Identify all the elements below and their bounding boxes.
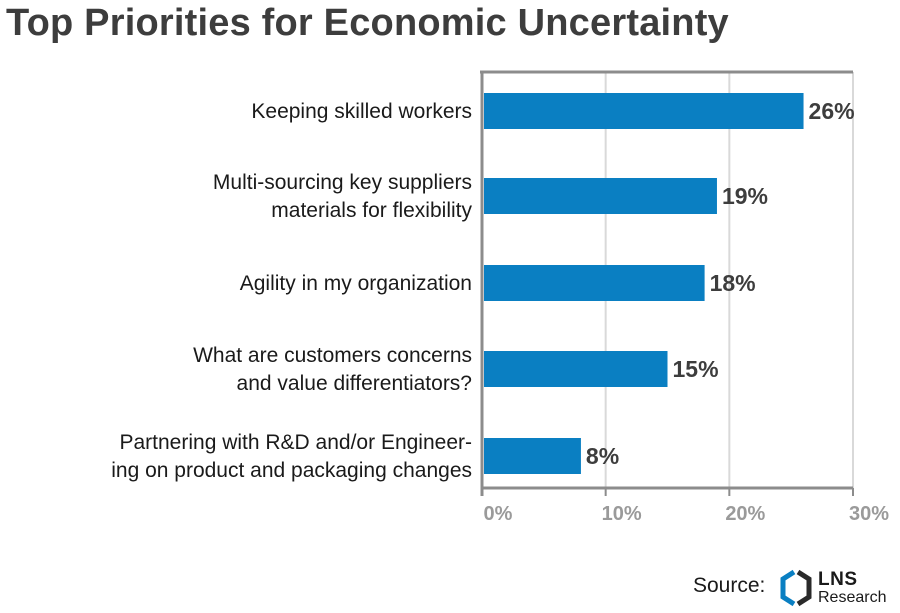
labels: 0% 10% 20% 30% 26% Keeping skilled workers 19%…	[111, 98, 889, 525]
bar-chart: 0% 10% 20% 30% 26% Keeping skilled workers 19%…	[111, 70, 889, 525]
chart-title: Top Priorities for Economic Uncertainty	[6, 2, 729, 44]
bar	[484, 93, 804, 129]
lns-research-logo: LNS Research	[778, 569, 898, 609]
data-label: 26%	[809, 98, 855, 124]
bar	[484, 438, 581, 474]
bar	[484, 265, 705, 301]
bars	[484, 93, 804, 474]
category-label: Keeping skilled workers	[251, 100, 472, 123]
data-label: 15%	[673, 356, 719, 382]
lns-hexagon-icon	[780, 569, 812, 607]
logo-sub: Research	[818, 589, 887, 606]
category-label: and value differentiators?	[237, 372, 472, 395]
category-label: Agility in my organization	[240, 272, 472, 295]
data-label: 18%	[710, 270, 756, 296]
category-label: What are customers concerns	[193, 344, 472, 367]
x-tick-label: 0%	[484, 503, 513, 525]
bar	[484, 351, 668, 387]
category-label: ing on product and packaging changes	[111, 459, 472, 482]
x-tick-label: 20%	[725, 503, 765, 525]
category-label: materials for flexibility	[271, 199, 472, 222]
data-label: 19%	[722, 183, 768, 209]
data-label: 8%	[586, 443, 619, 469]
source-label: Source:	[693, 574, 766, 597]
logo-name: LNS	[818, 569, 858, 590]
category-label: Multi-sourcing key suppliers	[213, 171, 472, 194]
category-label: Partnering with R&D and/or Engineer-	[119, 431, 472, 454]
x-tick-label: 30%	[849, 503, 889, 525]
bar	[484, 178, 717, 214]
axes	[480, 70, 854, 496]
x-tick-label: 10%	[602, 503, 642, 525]
